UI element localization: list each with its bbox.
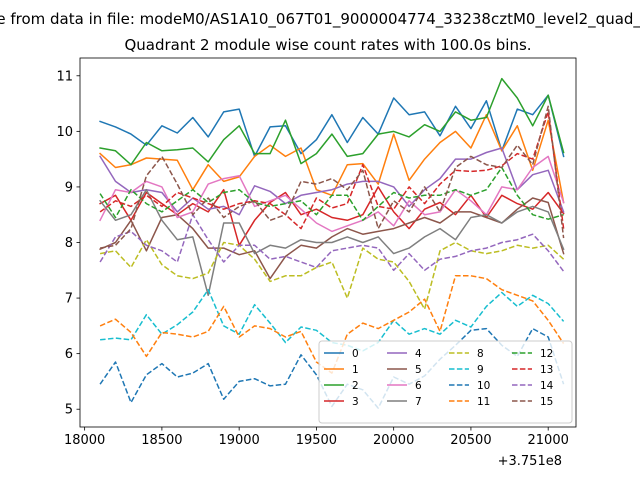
legend-label-12: 12 (540, 348, 553, 360)
legend-label-0: 0 (352, 348, 359, 360)
x-axis-offset-label: +3.751e8 (498, 454, 562, 469)
x-tick-label: 18500 (141, 433, 182, 448)
y-tick-label: 9 (65, 180, 73, 195)
series-line-14 (99, 213, 565, 272)
legend-label-9: 9 (477, 364, 484, 376)
x-tick-label: 18000 (64, 433, 105, 448)
legend-label-5: 5 (415, 364, 422, 376)
legend-label-7: 7 (415, 396, 422, 408)
series-line-15 (99, 105, 565, 249)
figure-suptitle: Plot made from data in file: modeM0/AS1A… (0, 10, 640, 29)
series-line-0 (99, 94, 565, 158)
x-tick-label: 21000 (528, 433, 569, 448)
x-tick-label: 20000 (373, 433, 414, 448)
chart-title: Quadrant 2 module wise count rates with … (124, 36, 531, 54)
legend-label-2: 2 (352, 380, 359, 392)
y-tick-label: 5 (65, 403, 73, 418)
x-tick-label: 19000 (218, 433, 259, 448)
series-line-4 (99, 147, 565, 216)
x-tick-label: 19500 (296, 433, 337, 448)
series-line-2 (99, 77, 565, 166)
y-tick-label: 6 (65, 347, 73, 362)
y-tick-label: 7 (65, 292, 73, 307)
x-axis: 18000 18500 19000 19500 20000 20500 21000 (64, 427, 569, 448)
series-line-12 (99, 166, 564, 222)
legend-label-1: 1 (352, 364, 359, 376)
series-line-5 (99, 197, 565, 280)
legend-label-10: 10 (477, 380, 490, 392)
legend-label-15: 15 (540, 396, 553, 408)
x-tick-label: 20500 (450, 433, 491, 448)
legend-label-11: 11 (477, 396, 490, 408)
legend-label-8: 8 (477, 348, 484, 360)
y-axis: 5 6 7 8 9 10 11 (56, 69, 80, 418)
y-tick-label: 11 (56, 69, 73, 84)
legend-label-6: 6 (415, 380, 422, 392)
series-line-7 (99, 188, 565, 297)
series-line-9 (100, 288, 565, 352)
legend-frame (318, 340, 573, 424)
legend-label-4: 4 (415, 348, 422, 360)
y-tick-label: 10 (56, 125, 73, 140)
legend-label-3: 3 (352, 396, 359, 408)
legend-label-14: 14 (540, 380, 554, 392)
legend-label-13: 13 (540, 364, 553, 376)
series-line-8 (99, 238, 565, 310)
y-tick-label: 8 (65, 236, 73, 251)
